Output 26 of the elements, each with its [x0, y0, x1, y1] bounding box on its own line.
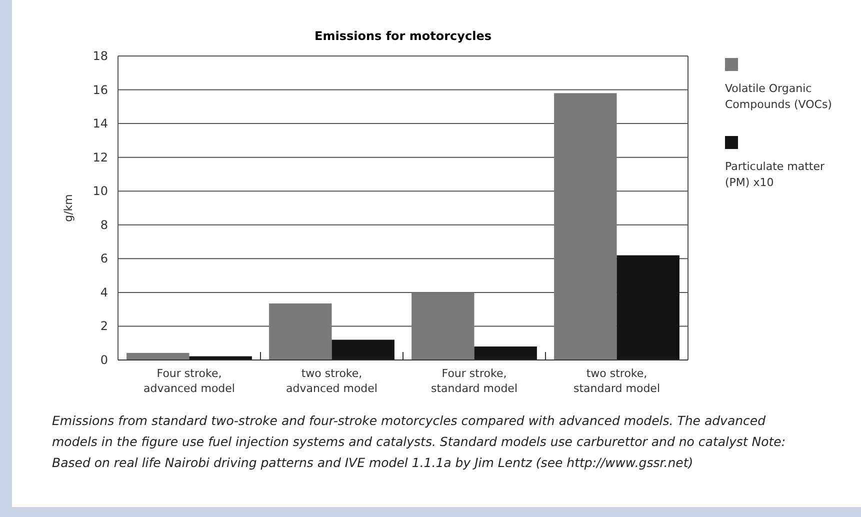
bar — [474, 346, 537, 360]
y-axis-title: g/km — [62, 194, 75, 222]
bar — [616, 255, 680, 360]
y-tick-label: 6 — [100, 252, 108, 266]
bar — [269, 303, 332, 360]
y-tick-label: 12 — [92, 150, 108, 164]
x-tick-label: two stroke, advanced model — [286, 367, 378, 395]
x-tick-label: two stroke, standard model — [573, 367, 660, 395]
y-tick-label: 10 — [92, 184, 108, 198]
y-tick-label: 18 — [92, 49, 108, 63]
y-tick-label: 16 — [92, 82, 108, 97]
chart-title: Emissions for motorcycles — [314, 29, 492, 43]
legend-label: Volatile Organic Compounds (VOCs) — [725, 82, 832, 111]
y-tick-label: 4 — [100, 285, 108, 300]
bar — [554, 93, 617, 360]
bar — [412, 292, 474, 360]
x-tick-label: Four stroke, advanced model — [144, 367, 235, 395]
legend-label: Particulate matter (PM) x10 — [725, 160, 826, 189]
y-tick-label: 14 — [92, 116, 108, 131]
text: Emissions from standard two-stroke and four-stroke motorcycles compared with advanced models. The advanced models in the figure use fuel injection systems and catalysts. Standard models use carburettor and no catalyst Note: Based on real life Nairobi driving patterns and IVE model 1.1.1a by Jim Lentz (see http://www.gssr.net) — [52, 412, 787, 472]
y-tick-label: 0 — [100, 353, 108, 367]
y-tick-label: 2 — [100, 319, 108, 334]
bar — [332, 340, 394, 360]
bar — [126, 352, 190, 360]
x-tick-label: Four stroke, standard model — [430, 367, 518, 395]
y-tick-label: 8 — [100, 218, 108, 232]
